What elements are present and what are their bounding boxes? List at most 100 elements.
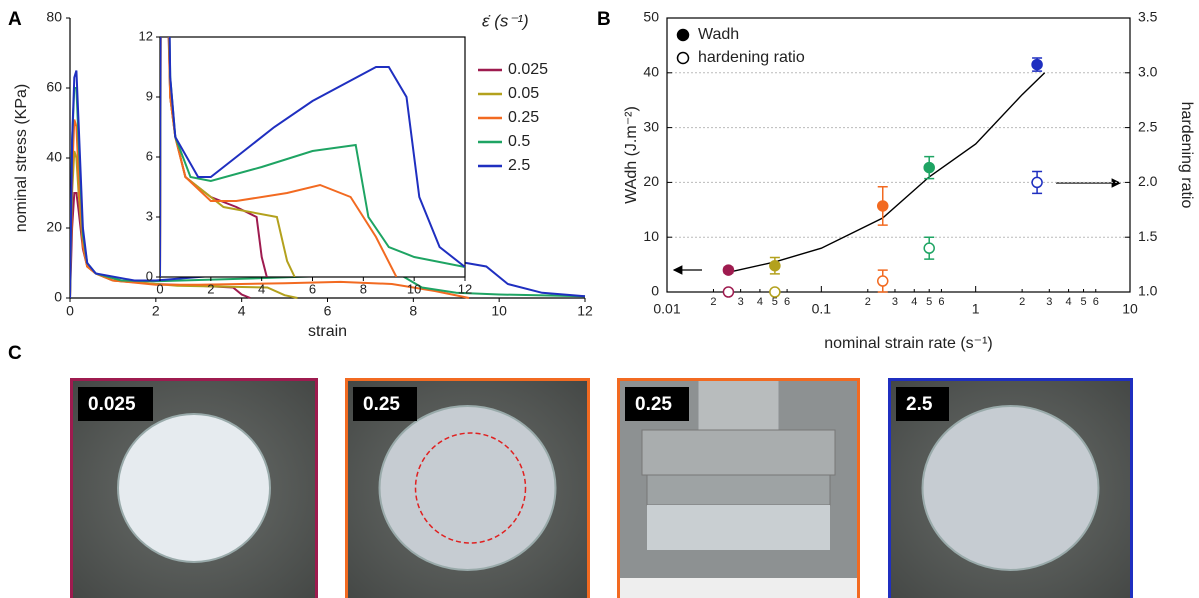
x-tick-label: 3 — [1046, 296, 1052, 308]
photo-panel: 0.025 0.25 0.25 2.5 — [70, 378, 1133, 598]
x-tick-label: 0 — [66, 303, 74, 319]
y-tick-label: 50 — [643, 9, 659, 25]
legend-title: ε̇ (s⁻¹) — [482, 11, 529, 30]
data-point — [769, 286, 781, 298]
data-line — [70, 119, 470, 299]
y-tick-label: 60 — [46, 79, 62, 95]
photo-detail — [646, 474, 831, 506]
x-tick-label: 3 — [738, 296, 744, 308]
y-tick-label: 40 — [643, 64, 659, 80]
legend-swatch — [676, 28, 690, 42]
legend-label: 2.5 — [508, 157, 530, 174]
x-tick-label: 10 — [407, 281, 421, 296]
photo-label: 0.025 — [88, 394, 136, 415]
y-tick-label: 6 — [146, 148, 153, 163]
x-tick-label: 4 — [757, 296, 763, 308]
photo-label: 0.25 — [363, 394, 400, 415]
data-point — [1031, 176, 1043, 189]
x-tick-label: 12 — [577, 303, 593, 319]
x-tick-label: 4 — [258, 281, 265, 296]
photo-label: 2.5 — [906, 394, 933, 415]
data-line — [70, 87, 586, 299]
y-axis-label: WAdh (J.m⁻²) — [623, 106, 640, 204]
x-axis-label: strain — [308, 323, 347, 340]
data-point — [722, 264, 735, 276]
x-tick-label: 6 — [324, 303, 332, 319]
legend-label: 0.5 — [508, 133, 530, 150]
data-point — [1031, 58, 1043, 71]
photo-detail — [647, 505, 830, 550]
y-tick-label: 40 — [46, 149, 62, 165]
y-tick-label: 12 — [139, 28, 153, 43]
x-tick-label: 4 — [238, 303, 246, 319]
data-point — [923, 161, 935, 174]
x-tick-label: 12 — [458, 281, 472, 296]
photo-detail — [117, 413, 271, 563]
panel-label: C — [8, 343, 22, 364]
x-tick-label: 5 — [772, 296, 778, 308]
inset-frame — [159, 36, 466, 278]
x-tick-label: 8 — [409, 303, 417, 319]
y-tick-label: 0 — [54, 289, 62, 305]
photo-label-box — [625, 387, 689, 421]
data-line — [160, 37, 398, 277]
x-tick-label: 5 — [926, 296, 932, 308]
y2-tick-label: 1.5 — [1138, 228, 1158, 244]
y2-tick-label: 2.5 — [1138, 118, 1158, 134]
data-point — [769, 259, 781, 272]
legend-label: Wadh — [698, 26, 739, 43]
y2-tick-label: 3.5 — [1138, 9, 1158, 25]
photo-detail — [921, 405, 1100, 571]
y-tick-label: 10 — [643, 228, 659, 244]
y2-axis-label: hardening ratio — [1178, 102, 1195, 209]
x-tick-label: 2 — [207, 281, 214, 296]
data-point — [722, 286, 735, 298]
x-tick-label: 2 — [152, 303, 160, 319]
x-tick-label: 4 — [1066, 296, 1072, 308]
data-line — [160, 37, 465, 277]
x-tick-label: 2 — [1019, 296, 1025, 308]
panel-label: A — [8, 9, 22, 30]
legend-label: hardening ratio — [698, 49, 805, 66]
y-tick-label: 0 — [146, 268, 153, 283]
panel-label: B — [597, 9, 611, 30]
y-tick-label: 20 — [46, 219, 62, 235]
x-tick-label: 6 — [938, 296, 944, 308]
data-point — [876, 200, 889, 212]
x-tick-label: 8 — [360, 281, 367, 296]
x-tick-label: 10 — [491, 303, 507, 319]
photo-detail — [378, 405, 557, 571]
y-tick-label: 0 — [651, 283, 659, 299]
x-tick-label: 3 — [892, 296, 898, 308]
data-line — [70, 70, 586, 299]
y-tick-label: 20 — [643, 173, 659, 189]
x-tick-label: 2 — [710, 296, 716, 308]
x-tick-label: 0.01 — [653, 301, 680, 317]
x-axis-label: nominal strain rate (s⁻¹) — [824, 335, 993, 352]
y-tick-label: 30 — [643, 118, 659, 134]
x-tick-label: 6 — [309, 281, 316, 296]
y-axis-label: nominal stress (KPa) — [13, 84, 30, 233]
x-tick-label: 4 — [911, 296, 917, 308]
y2-tick-label: 1.0 — [1138, 283, 1158, 299]
photo-detail — [620, 578, 857, 598]
y2-tick-label: 3.0 — [1138, 64, 1158, 80]
plot-frame — [666, 17, 1131, 293]
data-line — [160, 37, 465, 277]
photo-label: 0.25 — [635, 394, 672, 415]
x-tick-label: 6 — [784, 296, 790, 308]
photo-label-box — [896, 387, 949, 421]
legend-label: 0.25 — [508, 109, 539, 126]
y-tick-label: 3 — [146, 208, 153, 223]
x-tick-label: 5 — [1080, 296, 1086, 308]
x-tick-label: 1 — [972, 301, 980, 317]
y-tick-label: 9 — [146, 88, 153, 103]
x-tick-label: 6 — [1093, 296, 1099, 308]
x-tick-label: 2 — [865, 296, 871, 308]
legend-label: 0.025 — [508, 61, 548, 78]
photo-label-box — [353, 387, 417, 421]
photo-detail — [641, 429, 836, 476]
y2-tick-label: 2.0 — [1138, 173, 1158, 189]
